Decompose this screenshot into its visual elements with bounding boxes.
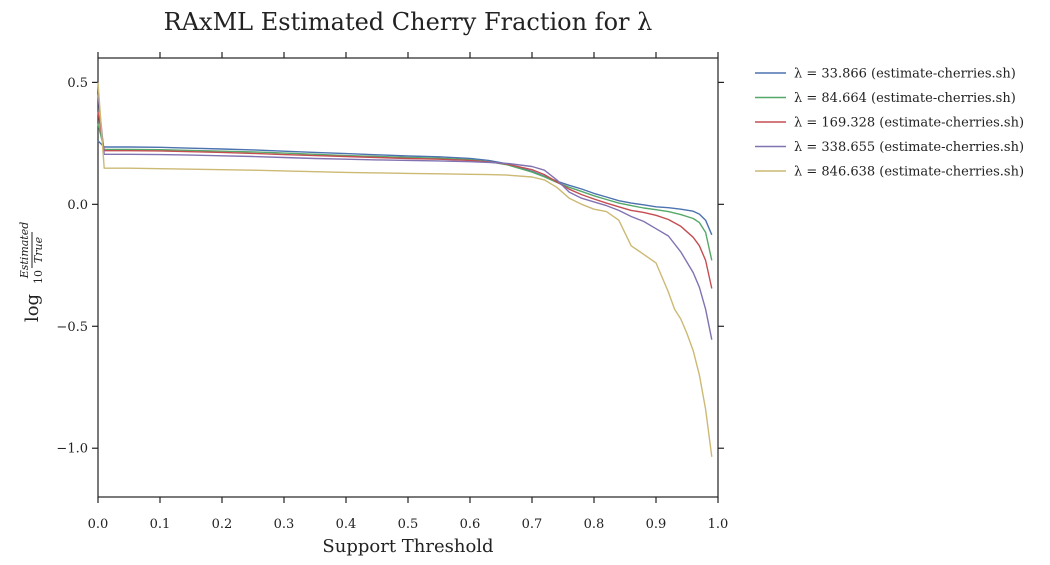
x-tick-label: 0.9: [646, 517, 667, 532]
y-tick-label: −1.0: [56, 442, 88, 457]
plot-area: 0.0 0.1 0.2 0.3 0.4 0.5 0.6 0.7 0.8 0.9 1.0 0.50.0…: [56, 52, 728, 532]
y-tick-label: −0.5: [56, 320, 88, 335]
y-axis-label-log: log: [22, 294, 43, 322]
y-axis-label: log 10 Estimated True: [18, 222, 45, 322]
x-tick-label: 0.8: [584, 517, 605, 532]
series-line-3: [97, 111, 713, 289]
y-axis: 0.5 0.0 −0.5 −1.0: [56, 76, 724, 457]
legend-label-5: λ = 846.638 (estimate-cherries.sh): [794, 165, 1024, 180]
legend-label-2: λ = 84.664 (estimate-cherries.sh): [794, 91, 1016, 106]
x-tick-label: 0.1: [150, 517, 171, 532]
x-axis: 0.0 0.1 0.2 0.3 0.4 0.5 0.6 0.7 0.8 0.9 1.0: [88, 52, 729, 532]
series-line-2: [97, 123, 713, 261]
legend-label-4: λ = 338.655 (estimate-cherries.sh): [794, 140, 1024, 155]
legend-label-3: λ = 169.328 (estimate-cherries.sh): [794, 116, 1024, 131]
x-tick-label: 0.4: [336, 517, 357, 532]
x-tick-label: 0.0: [88, 517, 109, 532]
y-tick-label: 0.5: [67, 76, 88, 91]
legend-label-1: λ = 33.866 (estimate-cherries.sh): [794, 67, 1016, 82]
x-tick-label: 0.5: [398, 517, 419, 532]
x-tick-label: 0.6: [460, 517, 481, 532]
series-line-5: [97, 82, 713, 457]
series-group: [97, 82, 713, 457]
y-axis-label-base: 10: [32, 270, 45, 284]
legend: λ = 33.866 (estimate-cherries.sh) λ = 84.…: [755, 67, 1024, 180]
x-tick-label: 0.7: [522, 517, 543, 532]
x-axis-label: Support Threshold: [322, 536, 493, 557]
y-axis-label-denominator: True: [32, 236, 45, 263]
chart-title: RAxML Estimated Cherry Fraction for λ: [164, 8, 653, 36]
y-axis-label-numerator: Estimated: [18, 222, 31, 280]
x-tick-label: 1.0: [708, 517, 729, 532]
y-tick-label: 0.0: [67, 198, 88, 213]
x-tick-label: 0.3: [274, 517, 295, 532]
x-tick-label: 0.2: [212, 517, 233, 532]
plot-frame: [97, 57, 719, 498]
series-line-4: [97, 94, 713, 340]
